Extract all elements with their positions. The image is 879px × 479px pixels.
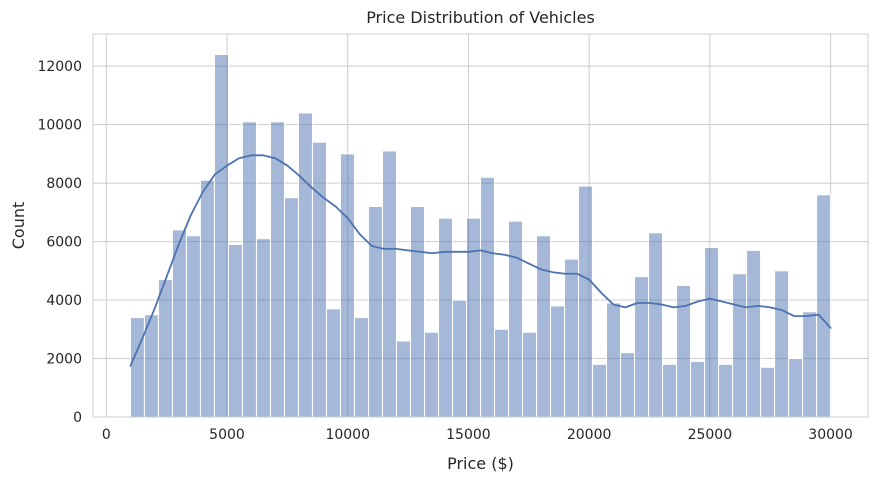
histogram-bar — [508, 220, 524, 418]
x-tick-label: 30000 — [808, 427, 853, 443]
histogram-bar — [451, 299, 467, 418]
histogram-bar — [269, 121, 285, 418]
y-tick-label: 2000 — [46, 352, 82, 368]
histogram-bar — [760, 366, 776, 418]
x-tick-label: 5000 — [209, 427, 245, 443]
histogram-bar — [199, 179, 215, 418]
histogram-bar — [185, 235, 201, 418]
histogram-bar — [213, 53, 229, 418]
x-tick-labels: 0 5000 10000 15000 20000 25000 30000 — [102, 427, 853, 443]
histogram-bar — [802, 311, 818, 418]
y-tick-label: 8000 — [46, 176, 82, 192]
y-tick-label: 10000 — [37, 118, 82, 134]
histogram-bar — [746, 249, 762, 418]
plot-frame — [92, 33, 869, 418]
y-tick-label: 12000 — [37, 59, 82, 75]
kde-curve-layer — [129, 154, 832, 367]
histogram-bars — [129, 53, 832, 418]
y-tick-label: 0 — [73, 410, 82, 426]
histogram-bar — [311, 141, 327, 418]
histogram-bar — [409, 205, 425, 418]
x-tick-label: 15000 — [446, 427, 491, 443]
histogram-bar — [423, 331, 439, 418]
y-tick-labels: 0 2000 4000 6000 8000 10000 12000 — [37, 59, 82, 426]
y-tick-label: 6000 — [46, 235, 82, 251]
x-tick-label: 0 — [102, 427, 111, 443]
histogram-bar — [297, 112, 313, 418]
kde-curve — [129, 154, 832, 367]
histogram-bar — [690, 360, 706, 418]
histogram-bar — [465, 217, 482, 418]
histogram-bar — [774, 270, 790, 418]
histogram-bar — [662, 363, 678, 418]
histogram-bar — [367, 205, 383, 418]
histogram-bar — [620, 352, 636, 418]
histogram-bar — [592, 363, 608, 418]
histogram-bar — [437, 217, 453, 418]
histogram-bar — [480, 176, 496, 418]
histogram-bar — [395, 340, 411, 418]
histogram-bar — [550, 305, 566, 418]
histogram-bar — [129, 317, 145, 418]
histogram-bar — [157, 279, 173, 418]
histogram-bar — [606, 302, 622, 418]
x-tick-label: 20000 — [567, 427, 612, 443]
histogram-bar — [325, 308, 341, 418]
histogram-bar — [788, 358, 804, 418]
histogram-bar — [381, 150, 397, 418]
histogram-bar — [227, 244, 243, 418]
histogram-bar — [283, 197, 299, 418]
histogram-bar — [339, 153, 355, 418]
histogram-bar — [255, 238, 271, 418]
histogram-bar — [704, 246, 720, 418]
histogram-bar — [732, 273, 748, 418]
y-axis-label: Count — [9, 202, 28, 250]
histogram-bar — [634, 276, 650, 418]
x-tick-label: 10000 — [325, 427, 370, 443]
histogram-bar — [536, 235, 552, 418]
histogram-bar — [522, 331, 538, 418]
chart-title: Price Distribution of Vehicles — [366, 8, 595, 27]
histogram-bar — [648, 232, 664, 418]
x-axis-label: Price ($) — [447, 454, 514, 473]
histogram-bar — [353, 317, 369, 418]
x-tick-label: 25000 — [688, 427, 733, 443]
histogram-bar — [816, 194, 832, 418]
histogram-bar — [241, 121, 257, 418]
histogram-bar — [494, 328, 510, 418]
histogram-bar — [718, 363, 734, 418]
histogram-bar — [564, 258, 580, 418]
y-tick-label: 4000 — [46, 293, 82, 309]
histogram-bar — [578, 185, 594, 418]
